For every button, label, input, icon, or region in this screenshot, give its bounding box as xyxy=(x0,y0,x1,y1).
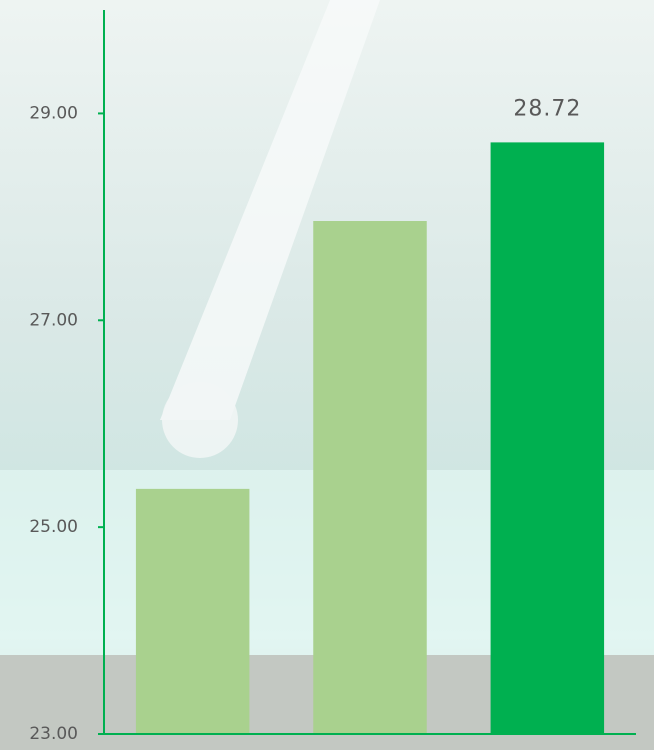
background-turbine xyxy=(160,0,380,420)
bar xyxy=(490,142,605,735)
value-label: 28.72 xyxy=(513,96,581,121)
bar xyxy=(313,220,427,735)
bar xyxy=(135,488,250,734)
y-tick-label: 29.00 xyxy=(29,103,78,123)
y-tick-label: 27.00 xyxy=(29,310,78,330)
y-tick-label: 23.00 xyxy=(29,724,78,744)
background-hub xyxy=(162,382,238,458)
y-tick-label: 25.00 xyxy=(29,517,78,537)
